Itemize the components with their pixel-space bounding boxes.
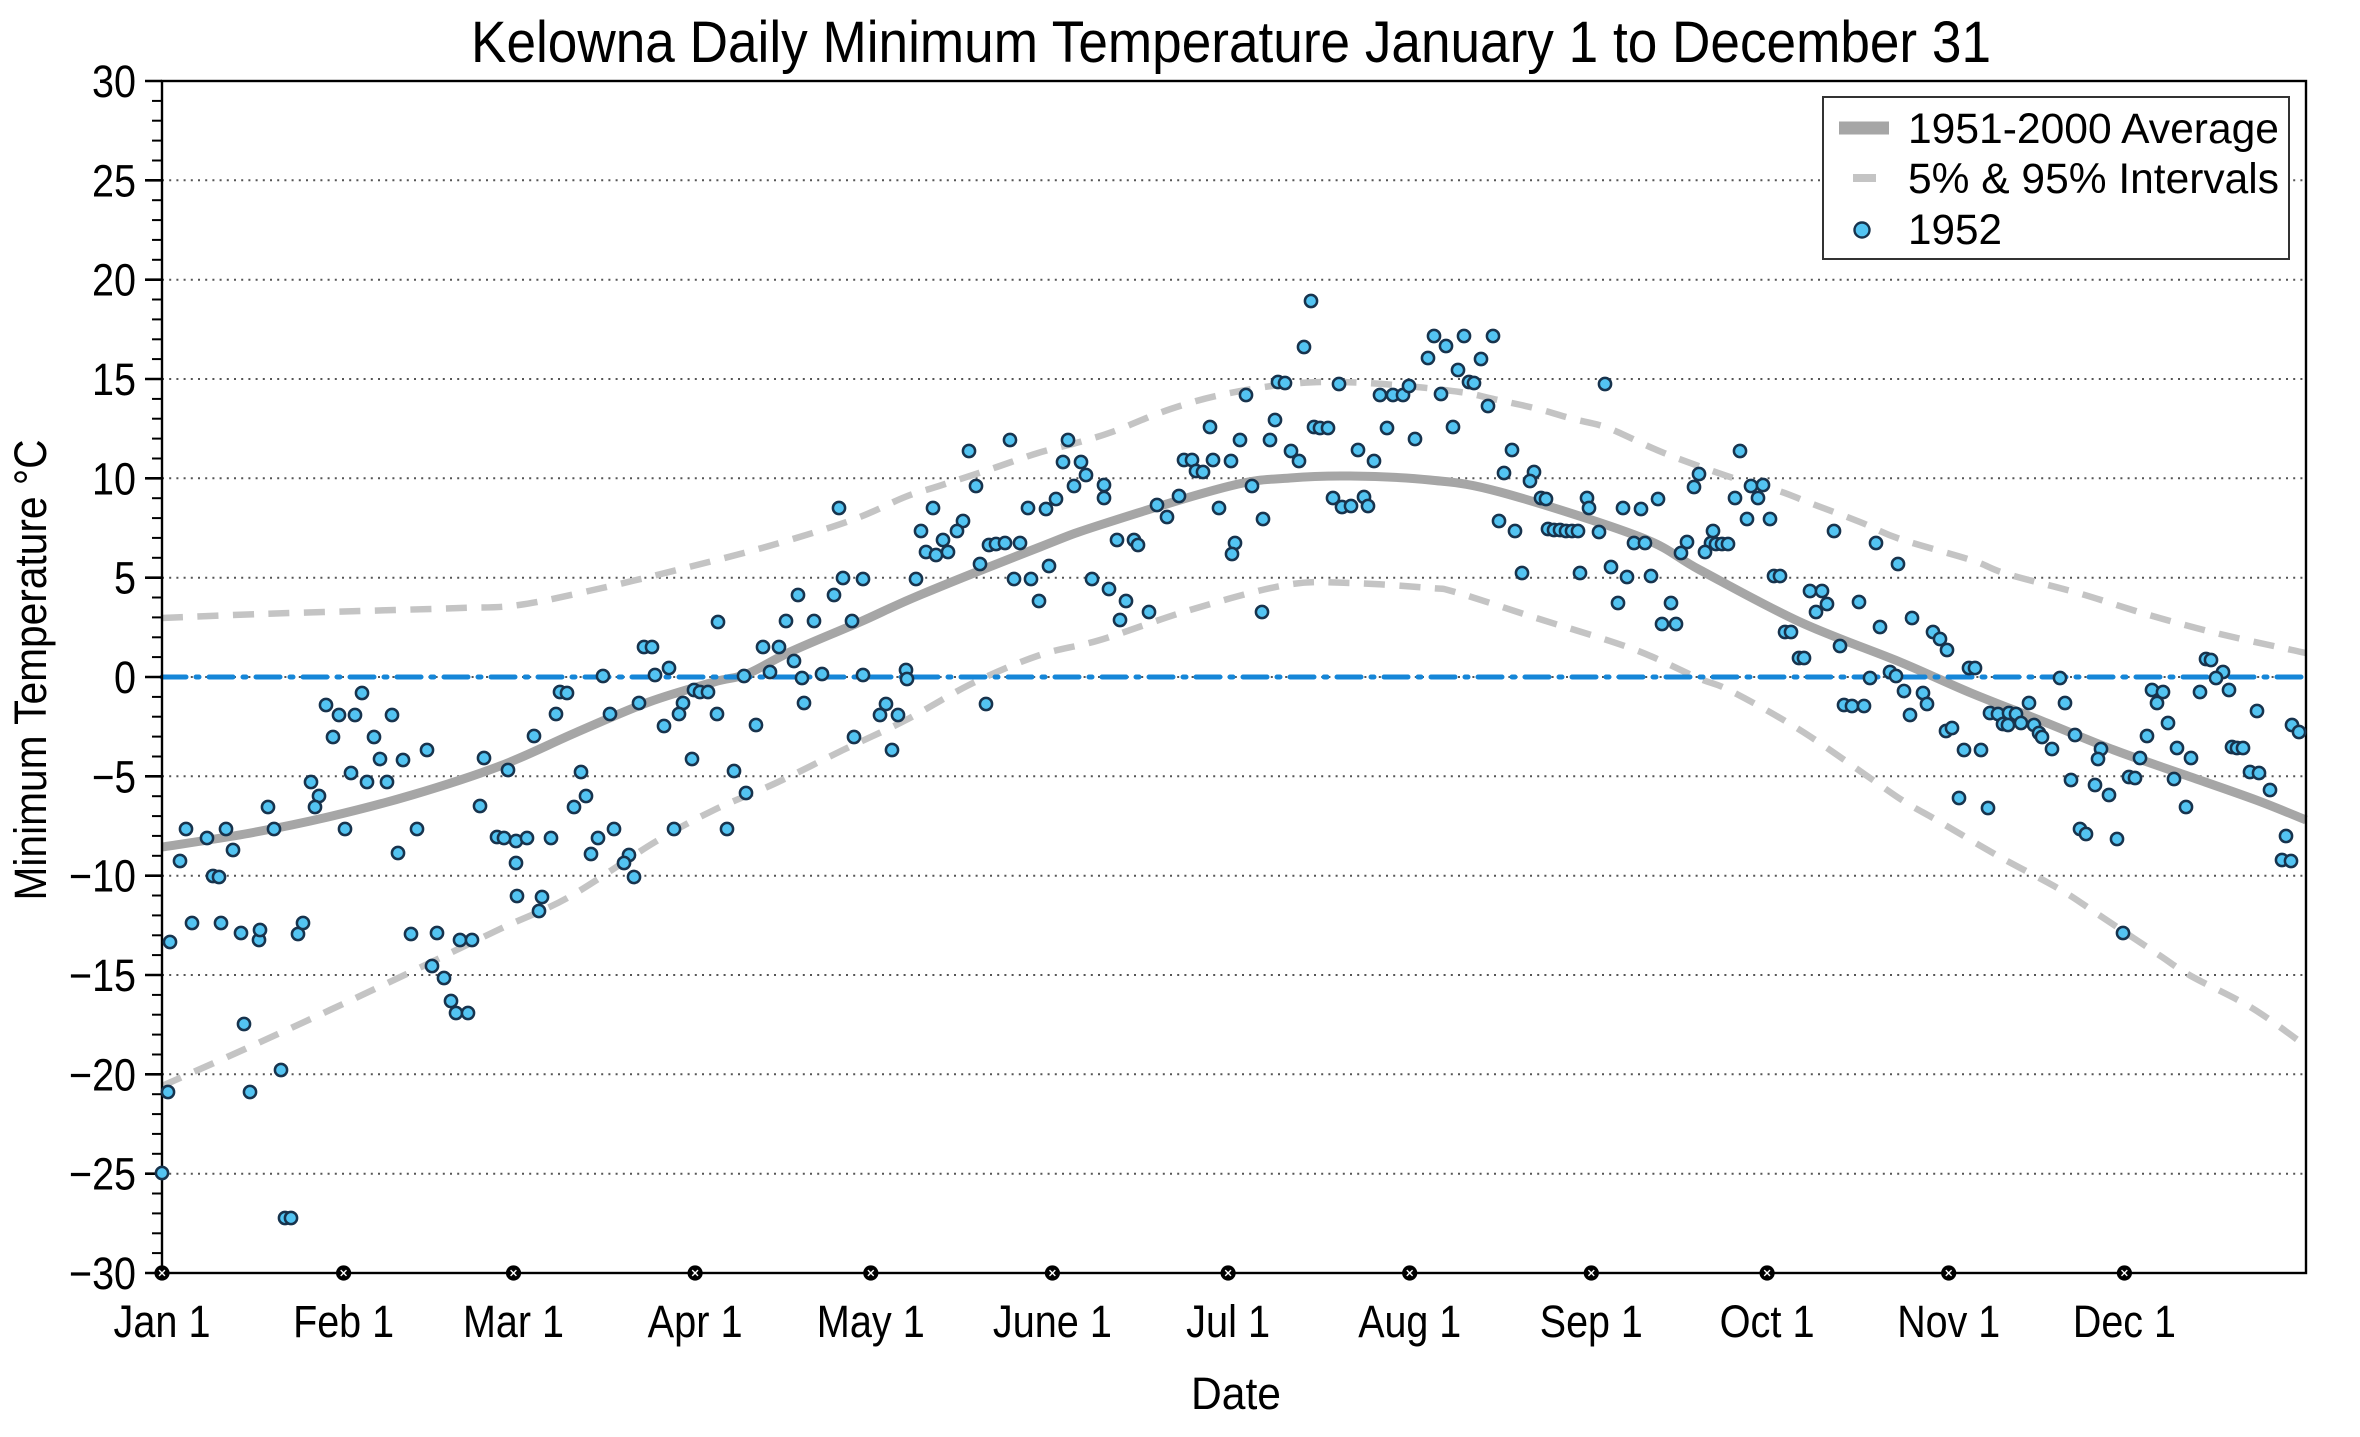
svg-text:1951-2000 Average: 1951-2000 Average bbox=[1908, 105, 2279, 153]
svg-text:−15: −15 bbox=[69, 950, 136, 1001]
svg-text:Jan 1: Jan 1 bbox=[114, 1296, 211, 1347]
svg-text:20: 20 bbox=[92, 255, 136, 306]
svg-text:10: 10 bbox=[92, 453, 136, 504]
svg-text:June 1: June 1 bbox=[993, 1296, 1112, 1347]
svg-text:−25: −25 bbox=[69, 1149, 136, 1200]
svg-text:Date: Date bbox=[1191, 1368, 1281, 1419]
svg-text:Dec 1: Dec 1 bbox=[2073, 1296, 2176, 1347]
svg-text:−5: −5 bbox=[92, 751, 136, 802]
svg-text:May 1: May 1 bbox=[817, 1296, 925, 1347]
svg-text:Apr 1: Apr 1 bbox=[648, 1296, 743, 1347]
svg-text:5: 5 bbox=[114, 553, 136, 604]
svg-text:5% & 95% Intervals: 5% & 95% Intervals bbox=[1908, 155, 2279, 203]
svg-text:25: 25 bbox=[92, 155, 136, 206]
svg-text:Nov 1: Nov 1 bbox=[1897, 1296, 2000, 1347]
svg-text:−20: −20 bbox=[69, 1049, 136, 1100]
svg-text:Sep 1: Sep 1 bbox=[1540, 1296, 1643, 1347]
svg-text:Feb 1: Feb 1 bbox=[293, 1296, 394, 1347]
svg-text:1952: 1952 bbox=[1908, 206, 2002, 254]
svg-text:Kelowna Daily Minimum Temperat: Kelowna Daily Minimum Temperature Januar… bbox=[471, 10, 1991, 75]
svg-text:Aug 1: Aug 1 bbox=[1358, 1296, 1461, 1347]
svg-text:15: 15 bbox=[92, 354, 136, 405]
svg-text:30: 30 bbox=[92, 56, 136, 107]
svg-text:−30: −30 bbox=[69, 1248, 136, 1299]
svg-text:Minimum Temperature °C: Minimum Temperature °C bbox=[5, 440, 56, 901]
svg-text:Mar 1: Mar 1 bbox=[463, 1296, 564, 1347]
svg-text:−10: −10 bbox=[69, 851, 136, 902]
svg-text:0: 0 bbox=[114, 652, 136, 703]
svg-text:Oct 1: Oct 1 bbox=[1720, 1296, 1815, 1347]
svg-text:Jul 1: Jul 1 bbox=[1186, 1296, 1270, 1347]
